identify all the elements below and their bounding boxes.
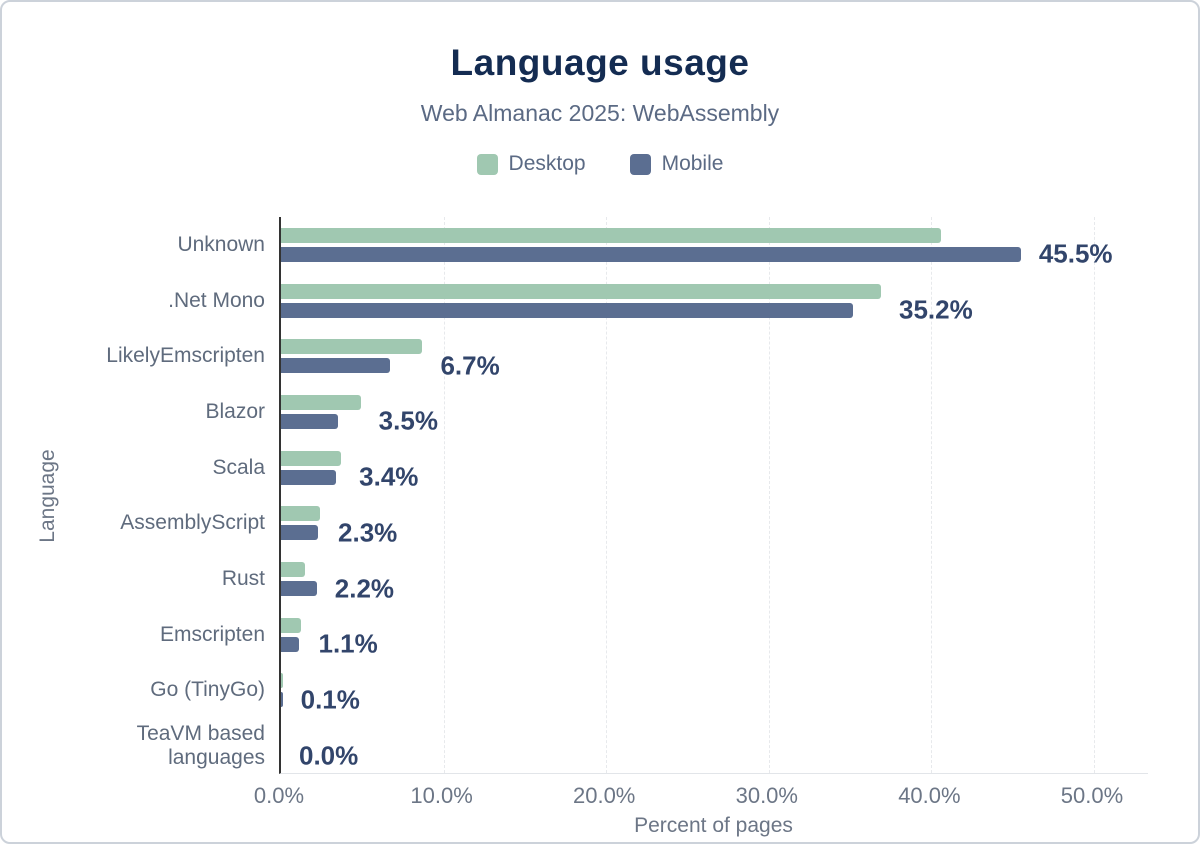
chart-row: Scala 3.4% <box>212 440 1148 496</box>
category-label: Scala <box>212 455 265 479</box>
bar-desktop <box>281 617 301 633</box>
bar-desktop <box>281 394 361 410</box>
value-label: 1.1% <box>318 628 378 659</box>
category-label: Rust <box>221 566 265 590</box>
bar-mobile <box>281 358 390 374</box>
value-label: 3.4% <box>359 461 419 492</box>
bar-mobile <box>281 413 338 429</box>
x-tick-label: 0.0% <box>253 783 305 808</box>
value-label: 6.7% <box>440 350 500 381</box>
legend: Desktop Mobile <box>2 152 1198 176</box>
x-tick-label: 30.0% <box>735 783 798 808</box>
value-label: 2.2% <box>334 573 395 604</box>
desktop-swatch-icon <box>476 153 498 175</box>
chart-row: Rust 2.2% <box>222 551 1148 607</box>
chart-row: Blazor 3.5% <box>205 384 1148 440</box>
category-label: Emscripten <box>159 622 265 646</box>
gridline <box>768 217 770 773</box>
x-axis-label: Percent of pages <box>634 814 793 837</box>
gridline <box>606 217 608 773</box>
bar-desktop <box>281 673 283 689</box>
chart-row: AssemblyScript 2.3% <box>120 496 1148 552</box>
gridline <box>931 217 933 773</box>
chart-row: LikelyEmscripten 6.7% <box>106 328 1148 384</box>
bar-desktop <box>281 283 881 299</box>
bar-mobile <box>281 636 299 652</box>
x-tick-label: 50.0% <box>1060 783 1124 808</box>
bar-mobile <box>281 692 283 708</box>
x-tick-label: 20.0% <box>572 783 636 808</box>
legend-item-desktop: Desktop <box>476 152 586 176</box>
legend-label-mobile: Mobile <box>661 152 724 175</box>
bar-mobile <box>281 469 337 485</box>
bar-desktop <box>281 227 942 243</box>
chart-row: Go (TinyGo) 0.1% <box>150 663 1148 719</box>
category-label: Unknown <box>177 232 265 256</box>
x-axis-ticks: 0.0% 10.0% 20.0% 30.0% 40.0% 50.0% <box>254 783 1148 811</box>
bar-desktop <box>281 562 306 578</box>
mobile-swatch-icon <box>629 153 651 175</box>
value-label: 3.5% <box>378 405 438 436</box>
category-label: .Net Mono <box>168 288 265 312</box>
plot-area: Unknown 45.5% .Net Mono 35.2% LikelyEmscript… <box>106 217 1148 774</box>
bar-mobile <box>281 525 319 541</box>
bar-desktop <box>281 450 342 466</box>
x-tick-label: 40.0% <box>898 783 961 808</box>
chart-title: Language usage <box>450 42 750 83</box>
value-label: 0.0% <box>299 740 359 771</box>
chart-row: TeaVM based languages 0.0% <box>137 718 1148 774</box>
category-label: Blazor <box>205 399 265 423</box>
value-label: 35.2% <box>898 294 973 325</box>
gridline <box>1094 217 1095 773</box>
bar-mobile <box>281 581 317 597</box>
bar-mobile <box>281 246 1021 262</box>
category-label: LikelyEmscripten <box>106 344 265 368</box>
bar-desktop <box>281 339 423 355</box>
chart-subtitle: Web Almanac 2025: WebAssembly <box>420 100 780 126</box>
bar-desktop <box>281 506 321 522</box>
chart-row: .Net Mono 35.2% <box>168 273 1148 329</box>
chart-row: Unknown 45.5% <box>177 217 1148 273</box>
category-label: TeaVM based languages <box>136 722 265 770</box>
legend-label-desktop: Desktop <box>508 152 586 175</box>
chart-row: Emscripten 1.1% <box>160 607 1148 663</box>
category-label: Go (TinyGo) <box>150 678 265 702</box>
x-tick-label: 10.0% <box>410 783 473 808</box>
bar-mobile <box>281 302 854 318</box>
gridline <box>443 217 445 773</box>
category-label: AssemblyScript <box>120 511 265 535</box>
value-label: 45.5% <box>1038 238 1113 269</box>
legend-item-mobile: Mobile <box>629 152 724 176</box>
value-label: 2.3% <box>338 517 398 548</box>
value-label: 0.1% <box>300 684 360 715</box>
